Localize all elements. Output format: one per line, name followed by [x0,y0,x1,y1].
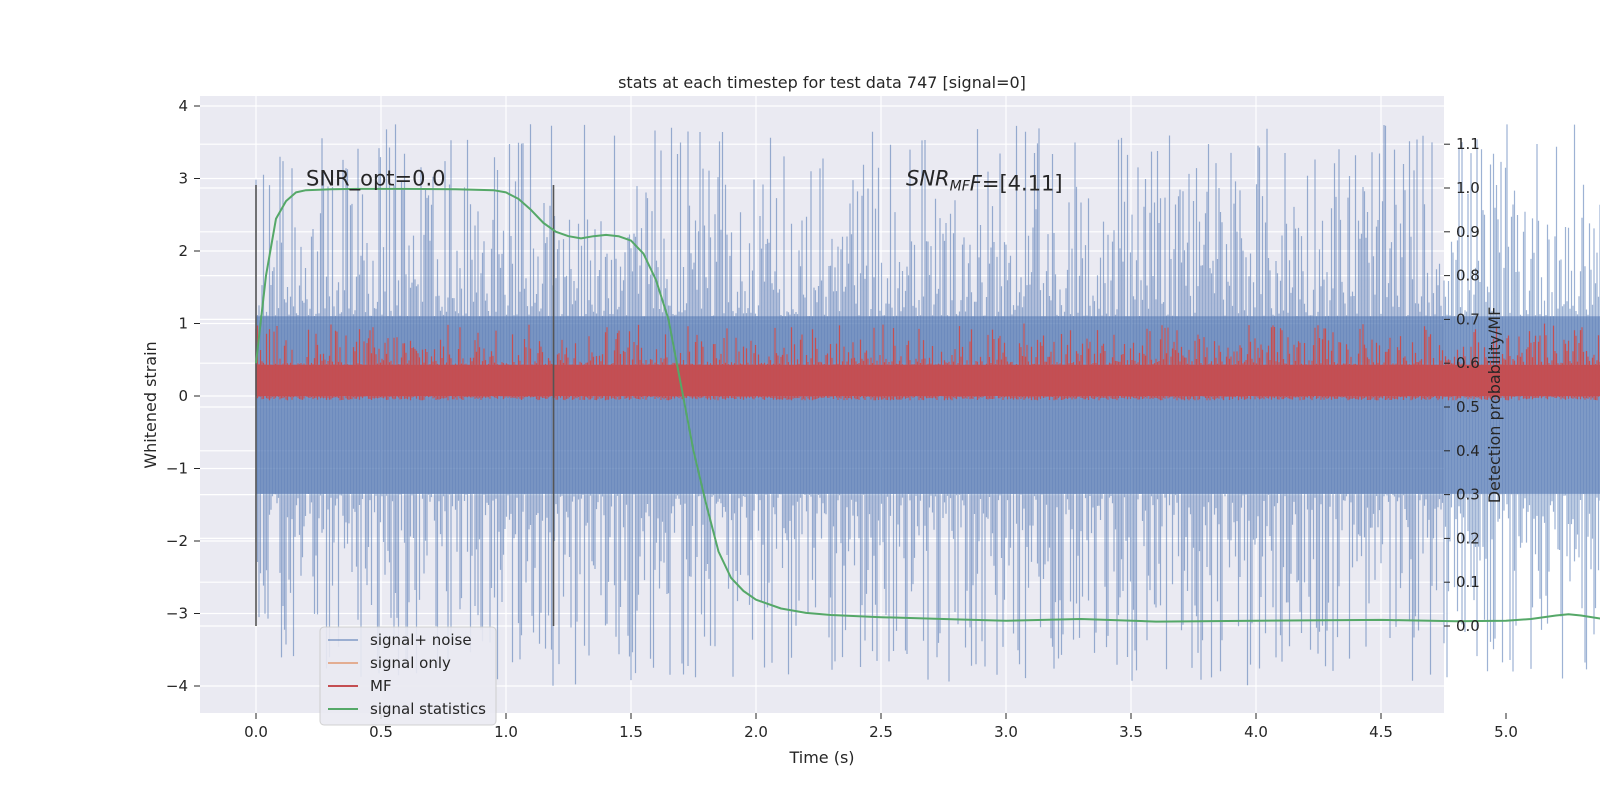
annotation-part: SNR [906,167,950,191]
right-y-tick-label: 0.7 [1456,310,1480,328]
y-tick-label: 2 [178,242,188,260]
right-y-axis-ticks: 1.1 1.0 0.9 0.8 0.7 0.6 0.5 0.4 0.3 0.2 0.1 0.0 [1444,135,1480,635]
legend-label-mf: MF [370,677,392,695]
x-tick-label: 1.5 [619,723,643,741]
x-tick-label: 2.5 [869,723,893,741]
y-tick-label: 0 [178,387,188,405]
x-axis-label: Time (s) [788,748,854,767]
right-y-tick-label: 0.1 [1456,573,1480,591]
right-y-tick-label: 0.4 [1456,442,1480,460]
y-tick-label: −2 [166,532,188,550]
signal-statistics-series [255,187,1600,623]
right-y-axis-label: Detection probability/MF [1485,307,1504,504]
right-y-tick-label: 1.0 [1456,179,1480,197]
legend-label-signal-only: signal only [370,654,451,672]
legend-label-signal-noise: signal+ noise [370,631,472,649]
x-tick-label: 2.0 [744,723,768,741]
vertical-markers [255,185,555,626]
x-tick-label: 4.5 [1369,723,1393,741]
x-tick-label: 3.0 [994,723,1018,741]
y-tick-label: 4 [178,97,188,115]
x-tick-label: 3.5 [1119,723,1143,741]
right-y-tick-label: 0.6 [1456,354,1480,372]
annotation-part: =[4.11] [982,172,1063,196]
annotation-part: MF [950,179,971,195]
x-axis-ticks: 0.00.51.01.52.02.53.03.54.04.55.05.56.06… [244,713,1518,741]
legend: signal+ noise signal only MF signal stat… [319,626,497,726]
chart-title: stats at each timestep for test data 747… [618,73,1026,92]
y-tick-label: −3 [166,605,188,623]
legend-box [319,626,497,726]
x-tick-label: 1.0 [494,723,518,741]
x-tick-label: 0.5 [369,723,393,741]
y-axis-ticks: 4 3 2 1 0 −1 −2 −3 −4 [166,97,200,695]
x-tick-label: 5.0 [1494,723,1518,741]
annotation-1: SNRMFF=[4.11] [906,167,1063,196]
x-tick-label: 4.0 [1244,723,1268,741]
right-y-tick-label: 0.9 [1456,223,1480,241]
x-tick-label: 0.0 [244,723,268,741]
y-tick-label: −1 [166,460,188,478]
legend-label-signal-statistics: signal statistics [370,700,486,718]
annotation-part: F [970,172,983,196]
y-tick-label: −4 [166,677,188,695]
annotation-part: SNR_opt=0.0 [306,167,446,192]
mf-series [255,323,1600,401]
right-y-tick-label: 0.8 [1456,267,1480,285]
y-axis-label: Whitened strain [141,341,160,468]
signal-statistics-line [255,187,1600,623]
right-y-tick-label: 1.1 [1456,135,1480,153]
right-y-tick-label: 0.5 [1456,398,1480,416]
right-y-tick-label: 0.2 [1456,529,1480,547]
right-y-tick-label: 0.0 [1456,617,1480,635]
y-tick-label: 1 [178,315,188,333]
y-tick-label: 3 [178,170,188,188]
right-y-tick-label: 0.3 [1456,486,1480,504]
annotation-0: SNR_opt=0.0 [306,167,446,192]
